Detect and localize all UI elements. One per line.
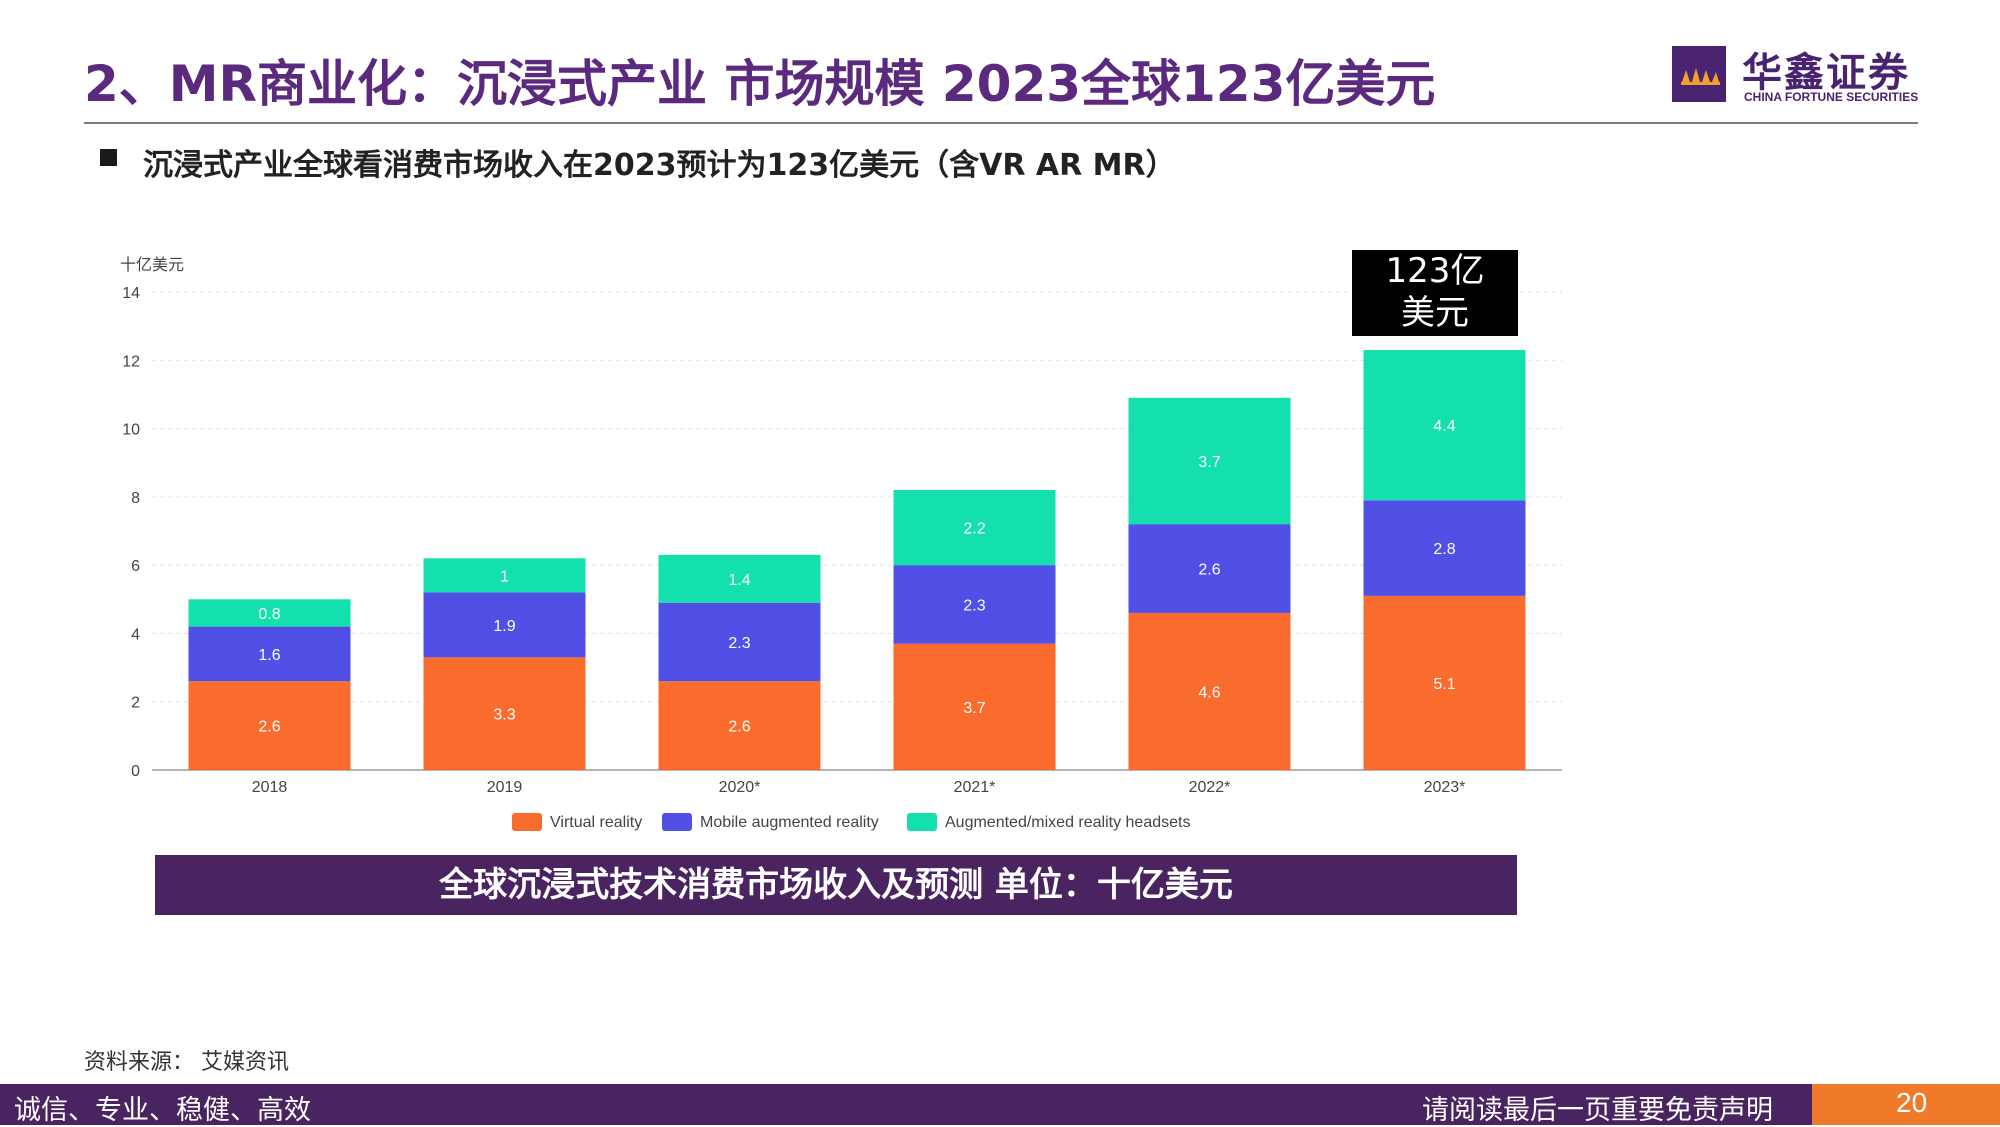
bar-segment: [893, 565, 1056, 644]
stacked-bar-chart: 十亿美元 0 2 4 6 8 10 12 14 2.6 1.6 0.8 2018 3.3 1.9 1 2019 2…: [120, 255, 1562, 831]
x-tick-label: 2021*: [954, 779, 996, 796]
fortune-logo-icon: [1672, 46, 1726, 102]
data-label: 3.7: [1198, 454, 1220, 471]
data-label: 1.6: [258, 647, 280, 664]
subtitle: 沉浸式产业全球看消费市场收入在2023预计为123亿美元（含VR AR MR）: [143, 148, 1176, 183]
bar-segment: [1128, 612, 1291, 770]
data-label: 2.6: [728, 719, 750, 736]
data-label: 2.3: [963, 597, 985, 614]
data-label: 4.6: [1198, 684, 1220, 701]
logo-english-name: CHINA FORTUNE SECURITIES: [1744, 90, 1919, 104]
data-label: 1.9: [493, 618, 515, 635]
y-tick-label: 10: [122, 422, 140, 439]
total-callout: 123亿 美元: [1352, 250, 1518, 336]
y-tick-label: 14: [122, 285, 140, 302]
bar-segment: [1128, 524, 1291, 613]
bar-segment: [188, 626, 351, 682]
y-tick-label: 0: [131, 763, 140, 780]
bar-segment: [423, 657, 586, 770]
bar-segment: [893, 643, 1056, 770]
x-tick-label: 2023*: [1424, 779, 1466, 796]
callout-unit: 美元: [1401, 293, 1469, 333]
legend-label: Mobile augmented reality: [700, 814, 879, 831]
square-bullet-icon: [100, 149, 117, 166]
x-tick-label: 2020*: [719, 779, 761, 796]
x-tick-label: 2019: [487, 779, 523, 796]
data-label: 2.6: [258, 719, 280, 736]
y-tick-label: 8: [131, 490, 140, 507]
y-tick-label: 4: [131, 626, 140, 643]
data-label: 0.8: [258, 606, 280, 623]
title-divider: [84, 122, 1918, 124]
data-label: 3.3: [493, 707, 515, 724]
bar-segment: [658, 602, 821, 682]
callout-value: 123亿: [1385, 251, 1485, 291]
x-tick-label: 2018: [252, 779, 288, 796]
data-label: 5.1: [1433, 676, 1455, 693]
bar-segment: [1363, 500, 1526, 596]
bar-segment: [658, 681, 821, 770]
footer-bar: 诚信、专业、稳健、高效 请阅读最后一页重要免责声明 20: [0, 1084, 2000, 1126]
footer-disclaimer: 请阅读最后一页重要免责声明: [1422, 1095, 1773, 1126]
chart-caption: 全球沉浸式技术消费市场收入及预测 单位：十亿美元: [155, 855, 1517, 915]
data-label: 2.8: [1433, 541, 1455, 558]
y-tick-label: 6: [131, 558, 140, 575]
legend-label: Virtual reality: [550, 814, 642, 831]
data-label: 4.4: [1433, 418, 1455, 435]
bar-segment: [1363, 595, 1526, 770]
footer-slogan: 诚信、专业、稳健、高效: [14, 1095, 311, 1126]
bar-segment: [188, 681, 351, 770]
legend-swatch: [907, 813, 937, 831]
data-label: 2.2: [963, 521, 985, 538]
bar-segment: [893, 490, 1056, 566]
bar-segment: [423, 592, 586, 658]
bar-segment: [1128, 397, 1291, 525]
legend-label: Augmented/mixed reality headsets: [945, 814, 1190, 831]
y-tick-label: 12: [122, 353, 140, 370]
data-label: 1: [500, 568, 509, 585]
page-title: 2、MR商业化：沉浸式产业 市场规模 2023全球123亿美元: [84, 55, 1436, 113]
y-axis-label: 十亿美元: [120, 255, 184, 274]
data-label: 2.3: [728, 635, 750, 652]
bar-segment: [188, 599, 351, 627]
company-logo: 华鑫证券 CHINA FORTUNE SECURITIES: [1672, 46, 1926, 106]
x-tick-label: 2022*: [1189, 779, 1231, 796]
bar-segment: [423, 558, 586, 593]
page-number-box: 20: [1812, 1084, 2000, 1125]
page-number: 20: [1896, 1087, 1928, 1118]
bar-segment: [1363, 350, 1526, 501]
logo-chinese-name: 华鑫证券: [1742, 50, 1910, 96]
y-tick-label: 2: [131, 695, 140, 712]
legend-swatch: [512, 813, 542, 831]
data-label: 3.7: [963, 700, 985, 717]
legend-swatch: [662, 813, 692, 831]
data-label: 1.4: [728, 572, 750, 589]
data-label: 2.6: [1198, 562, 1220, 579]
source-note: 资料来源： 艾媒资讯: [84, 1050, 289, 1075]
bar-segment: [658, 554, 821, 603]
